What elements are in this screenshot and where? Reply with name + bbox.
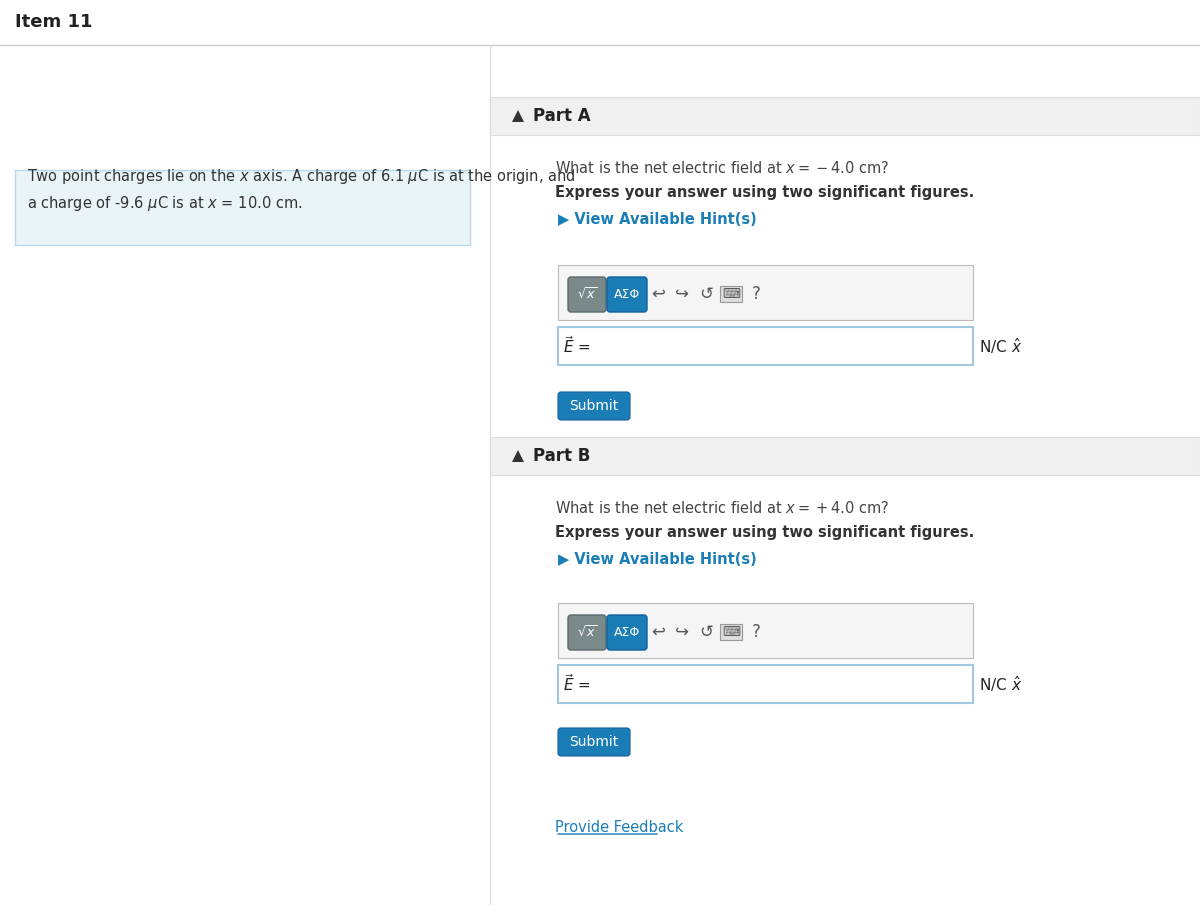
Text: ?: ?: [751, 623, 761, 641]
FancyBboxPatch shape: [558, 327, 973, 365]
Text: $\vec{E}$ =: $\vec{E}$ =: [563, 673, 590, 694]
Text: N/C $\hat{x}$: N/C $\hat{x}$: [979, 336, 1022, 356]
FancyBboxPatch shape: [558, 265, 973, 320]
Polygon shape: [512, 110, 524, 122]
Text: Provide Feedback: Provide Feedback: [554, 820, 683, 835]
FancyBboxPatch shape: [558, 392, 630, 420]
FancyBboxPatch shape: [14, 170, 470, 245]
FancyBboxPatch shape: [558, 728, 630, 756]
Text: ΑΣΦ: ΑΣΦ: [614, 625, 640, 639]
Text: ▶ View Available Hint(s): ▶ View Available Hint(s): [558, 212, 757, 227]
Text: Submit: Submit: [569, 735, 619, 749]
FancyBboxPatch shape: [490, 437, 1200, 475]
FancyBboxPatch shape: [568, 277, 606, 312]
Text: $\sqrt{x}$: $\sqrt{x}$: [577, 624, 598, 640]
Polygon shape: [512, 450, 524, 462]
Text: ⌨: ⌨: [722, 288, 740, 300]
FancyBboxPatch shape: [568, 615, 606, 650]
FancyBboxPatch shape: [607, 615, 647, 650]
Text: $\vec{E}$ =: $\vec{E}$ =: [563, 336, 590, 357]
FancyBboxPatch shape: [720, 624, 742, 640]
Text: ↪: ↪: [676, 285, 689, 303]
Text: ↪: ↪: [676, 623, 689, 641]
Text: ?: ?: [751, 285, 761, 303]
Text: Express your answer using two significant figures.: Express your answer using two significan…: [554, 185, 974, 200]
Text: N/C $\hat{x}$: N/C $\hat{x}$: [979, 674, 1022, 694]
FancyBboxPatch shape: [490, 97, 1200, 135]
Text: ↩: ↩: [652, 285, 665, 303]
Text: Express your answer using two significant figures.: Express your answer using two significan…: [554, 525, 974, 540]
Text: What is the net electric field at $x = +4.0$ cm?: What is the net electric field at $x = +…: [554, 500, 889, 516]
Text: What is the net electric field at $x = -4.0$ cm?: What is the net electric field at $x = -…: [554, 160, 889, 176]
Text: ↺: ↺: [700, 285, 713, 303]
Text: Part A: Part A: [533, 107, 590, 125]
FancyBboxPatch shape: [558, 665, 973, 703]
Text: Part B: Part B: [533, 447, 590, 465]
FancyBboxPatch shape: [558, 603, 973, 658]
Text: ▶ View Available Hint(s): ▶ View Available Hint(s): [558, 552, 757, 567]
Text: Item 11: Item 11: [14, 13, 92, 31]
Text: ↩: ↩: [652, 623, 665, 641]
Text: ↺: ↺: [700, 623, 713, 641]
Text: $\sqrt{x}$: $\sqrt{x}$: [577, 286, 598, 301]
Text: Two point charges lie on the $x$ axis. A charge of 6.1 $\mu$C is at the origin, : Two point charges lie on the $x$ axis. A…: [28, 167, 576, 214]
Text: ⌨: ⌨: [722, 625, 740, 639]
Text: ΑΣΦ: ΑΣΦ: [614, 288, 640, 300]
Text: Submit: Submit: [569, 399, 619, 413]
FancyBboxPatch shape: [607, 277, 647, 312]
FancyBboxPatch shape: [720, 286, 742, 302]
